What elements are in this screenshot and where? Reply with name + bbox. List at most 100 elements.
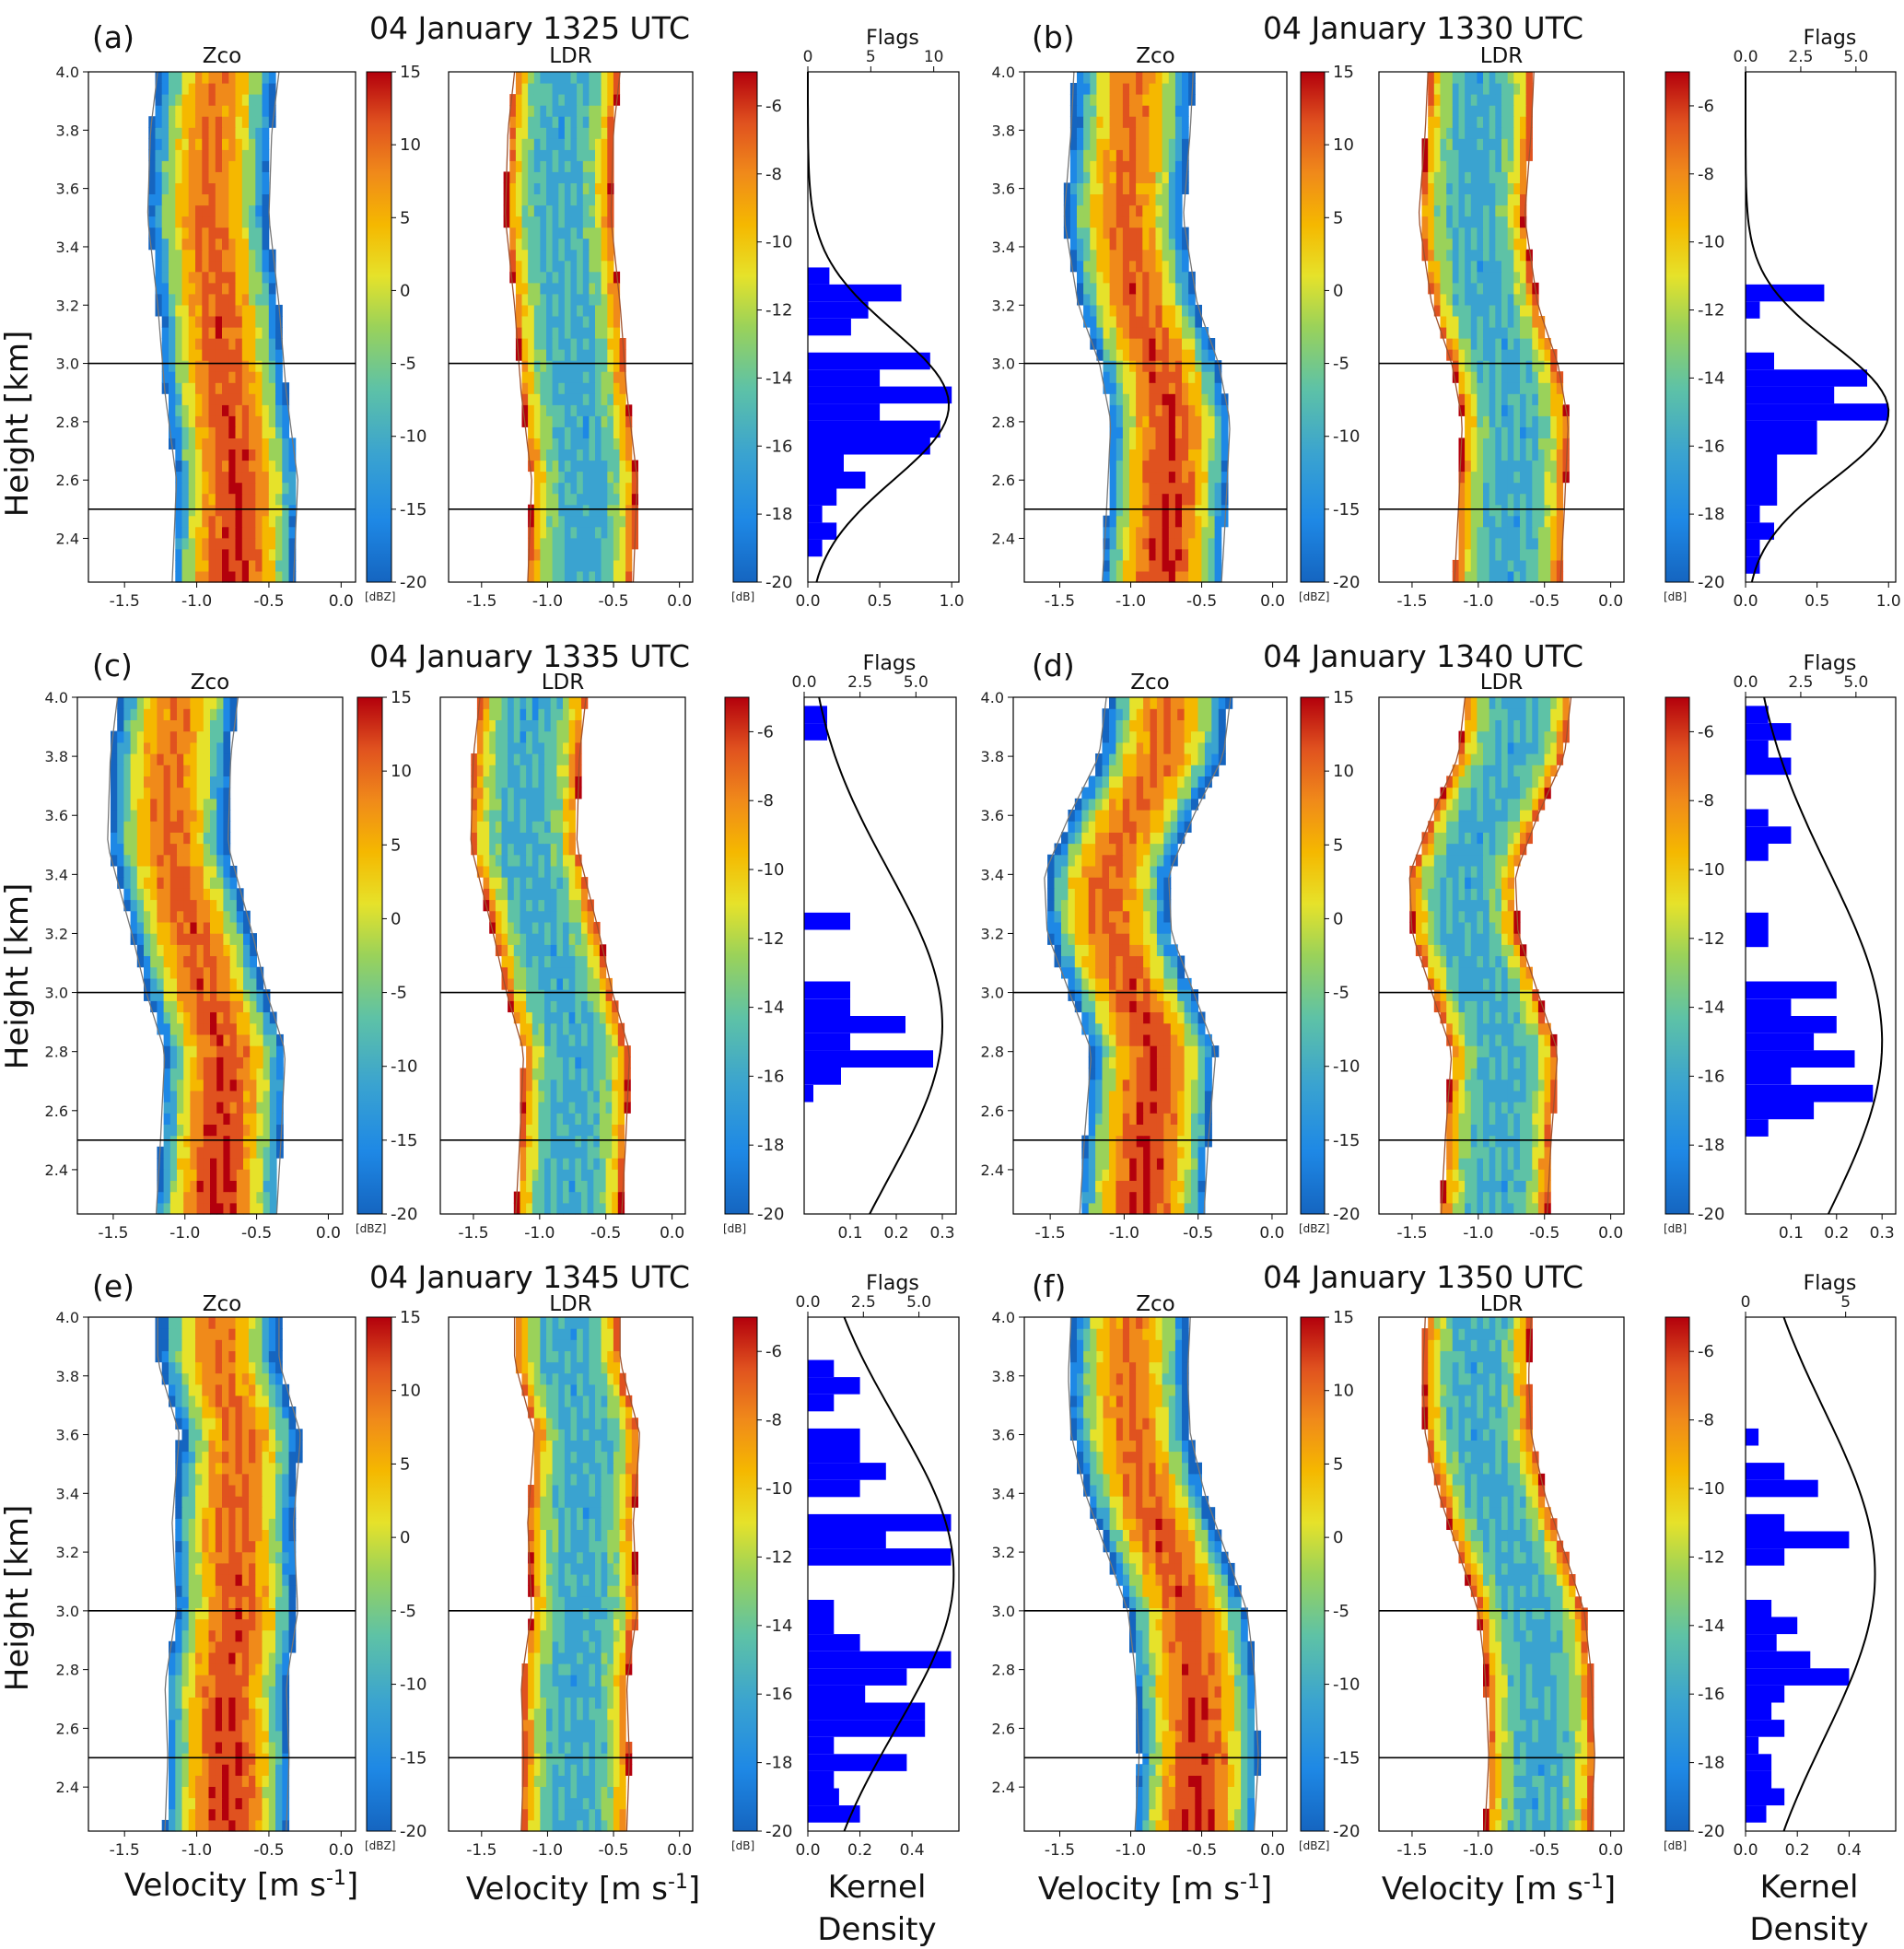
zco-cell [1122, 72, 1130, 84]
ldr-cell [526, 1135, 533, 1148]
ldr-cell [582, 182, 590, 194]
zco-cell [1214, 426, 1222, 438]
ldr-cell [483, 877, 490, 889]
zco-cell [195, 105, 203, 117]
ldr-cell [581, 1124, 589, 1137]
zco-cell [195, 204, 203, 217]
zco-cell [163, 865, 171, 878]
zco-cell [177, 1056, 184, 1069]
ldr-cell [1483, 537, 1490, 550]
zco-cell [1142, 193, 1150, 206]
ldr-cell [1470, 127, 1478, 139]
ldr-cell [601, 182, 608, 194]
zco-cell [1195, 504, 1202, 517]
zco-cell [157, 697, 165, 709]
ldr-cell [1544, 404, 1551, 416]
ldr-cell [1465, 282, 1472, 295]
ldr-cell [1544, 493, 1551, 506]
zco-cell [243, 955, 251, 968]
ldr-cell [1525, 349, 1533, 361]
zco-cell [268, 260, 276, 273]
ldr-cell [1550, 360, 1558, 372]
ldr-cell [1495, 127, 1502, 139]
ldr-cell [1483, 238, 1490, 251]
ldr-cell [552, 393, 559, 405]
zco-cell [1155, 116, 1163, 128]
ldr-cell [1532, 404, 1539, 416]
ldr-cell [577, 338, 584, 350]
zco-cell [117, 865, 124, 878]
ldr-cell [601, 327, 608, 339]
zco-cell [208, 238, 216, 251]
ldr-cell [1440, 282, 1447, 295]
ldr-cell [631, 504, 638, 517]
ldr-cell [613, 338, 621, 350]
zco-cell [1168, 193, 1176, 206]
zco-cell [1155, 526, 1163, 539]
ldr-cell [495, 933, 503, 945]
ldr-cell [1465, 204, 1472, 217]
ldr-cell [1550, 571, 1558, 583]
ldr-cell [1483, 105, 1490, 117]
ldr-outer-contour-right [610, 71, 638, 583]
ldr-cell [1507, 404, 1514, 416]
zco-cell [1155, 282, 1163, 295]
ldr-cell [1470, 482, 1478, 495]
ldr-cell [577, 438, 584, 449]
ldr-cell [1483, 249, 1490, 262]
zco-cell [195, 382, 203, 394]
ldr-cell [1465, 94, 1472, 106]
ldr-cell [538, 921, 545, 934]
zco-cell [1129, 149, 1137, 161]
ldr-cell [1440, 83, 1447, 95]
ldr-cell [617, 1056, 625, 1069]
zco-cell [1195, 382, 1202, 394]
zco-cell [262, 260, 270, 273]
zco-cell [203, 719, 211, 732]
zco-cell [1221, 449, 1229, 461]
ldr-cell [1507, 393, 1514, 405]
ldr-cell [1495, 349, 1502, 361]
zco-cell [241, 449, 250, 461]
zco-cell [183, 966, 191, 979]
ldr-cell [568, 1135, 576, 1148]
ldr-cell [607, 282, 614, 295]
zco-cell [1142, 249, 1150, 262]
zco-cell [177, 910, 184, 923]
ldr-cell [582, 282, 590, 295]
ldr-cell [1544, 338, 1551, 350]
ldr-cell [577, 138, 584, 150]
ldr-cell [1501, 293, 1509, 306]
ldr-cell [601, 526, 608, 539]
ldr-cell [570, 282, 578, 295]
zco-cell [1122, 471, 1130, 484]
ldr-cell [528, 515, 535, 528]
zco-cell [1109, 371, 1117, 383]
zco-cell [268, 460, 276, 473]
zco-cell [1090, 282, 1097, 295]
ldr-cell [558, 537, 566, 550]
zco-cell [268, 471, 276, 484]
zco-cell [175, 260, 183, 273]
ldr-cell [1525, 515, 1533, 528]
zco-cell [208, 227, 216, 239]
zco-cell [236, 1169, 244, 1181]
zco-cell [175, 327, 183, 339]
ldr-cell [1470, 360, 1478, 372]
ldr-cell [599, 1056, 607, 1069]
zco-cell [181, 371, 190, 383]
ldr-cell [570, 526, 578, 539]
zco-cell [1168, 415, 1176, 427]
zco-cell [222, 493, 229, 506]
zco-cell [1168, 515, 1176, 528]
ldr-cell [520, 865, 527, 878]
zco-cell [1208, 449, 1216, 461]
zco-cell [161, 160, 169, 172]
zco-cell [235, 404, 243, 416]
ldr-cell [631, 493, 638, 506]
zco-cell [188, 94, 196, 106]
zco-cell [1116, 304, 1124, 317]
ldr-cell [582, 138, 590, 150]
ldr-cell [595, 426, 602, 438]
ldr-cell [1483, 515, 1490, 528]
